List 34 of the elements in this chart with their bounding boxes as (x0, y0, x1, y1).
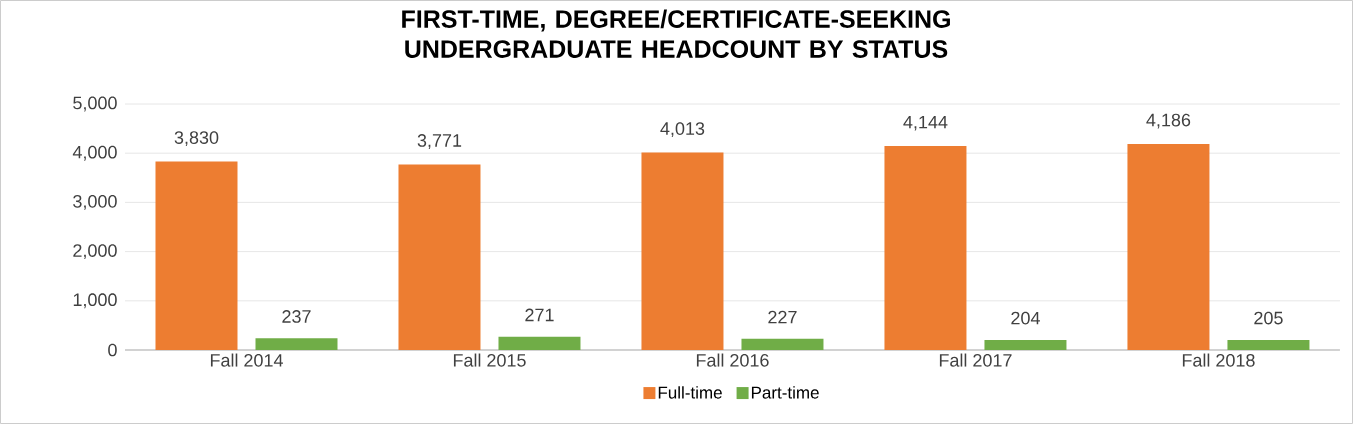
y-tick-label: 4,000 (72, 145, 117, 161)
data-label: 227 (768, 310, 797, 324)
x-tick-label: Fall 2017 (939, 353, 1012, 367)
y-tick-label: 5,000 (73, 96, 117, 112)
x-tick-label: Fall 2016 (696, 353, 769, 367)
data-label: 4,013 (660, 122, 705, 138)
data-label: 4,144 (903, 115, 948, 131)
data-label: 237 (282, 310, 311, 323)
bar (255, 338, 338, 350)
legend-label: Part-time (751, 386, 819, 399)
data-label: 205 (1254, 311, 1283, 325)
bar (155, 161, 238, 350)
legend-label: Full-time (658, 386, 722, 399)
y-tick-label: 3,000 (73, 194, 117, 210)
bar (984, 339, 1067, 350)
bar (398, 164, 481, 350)
data-label: 271 (525, 308, 554, 322)
bar (741, 338, 824, 350)
y-tick-label: 0 (108, 343, 117, 357)
y-tick-label: 1,000 (73, 293, 117, 309)
bar (884, 146, 967, 350)
data-label: 204 (1011, 311, 1040, 325)
bar (641, 152, 724, 350)
x-tick-label: Fall 2014 (210, 353, 283, 367)
data-label: 3,830 (174, 131, 219, 147)
data-label: 4,186 (1146, 113, 1191, 129)
x-tick-label: Fall 2018 (1182, 353, 1255, 367)
data-label: 3,771 (417, 134, 462, 149)
chart-title: FIRST-TIME, DEGREE/CERTIFICATE-SEEKING UNDERGRADUATE HEADCOUNT BY STATUS (402, 9, 950, 58)
x-tick-label: Fall 2015 (453, 353, 526, 367)
bar (1227, 339, 1310, 350)
y-tick-label: 2,000 (73, 244, 117, 260)
bar (1127, 144, 1210, 350)
bar (498, 336, 581, 350)
